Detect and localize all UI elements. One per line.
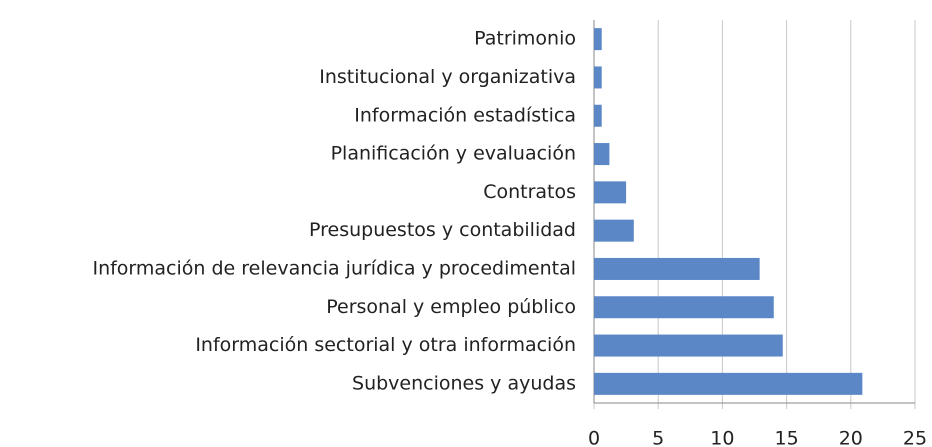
y-tick-label: Información sectorial y otra información [195,334,576,356]
x-tick-label: 5 [652,428,664,447]
bar [594,219,634,242]
bar [594,257,760,280]
y-tick-label: Contratos [483,181,576,203]
bar [594,66,602,89]
bar [594,296,774,319]
x-tick-label: 25 [903,428,927,447]
bar [594,28,602,51]
bar [594,143,610,166]
x-tick-label: 0 [588,428,600,447]
y-tick-label: Planificación y evaluación [331,143,576,165]
bar [594,334,783,357]
bar [594,181,627,204]
y-tick-label: Subvenciones y ayudas [352,372,576,394]
y-tick-label: Información de relevancia jurídica y pro… [92,257,576,279]
x-tick-label: 20 [839,428,863,447]
bar [594,372,863,395]
y-tick-label: Presupuestos y contabilidad [309,219,576,241]
y-tick-label: Institucional y organizativa [319,66,576,88]
y-tick-label: Personal y empleo público [326,296,576,318]
x-tick-label: 15 [775,428,799,447]
bar [594,104,602,127]
y-tick-label: Información estadística [354,104,576,126]
x-tick-label: 10 [710,428,734,447]
y-tick-label: Patrimonio [474,28,576,50]
